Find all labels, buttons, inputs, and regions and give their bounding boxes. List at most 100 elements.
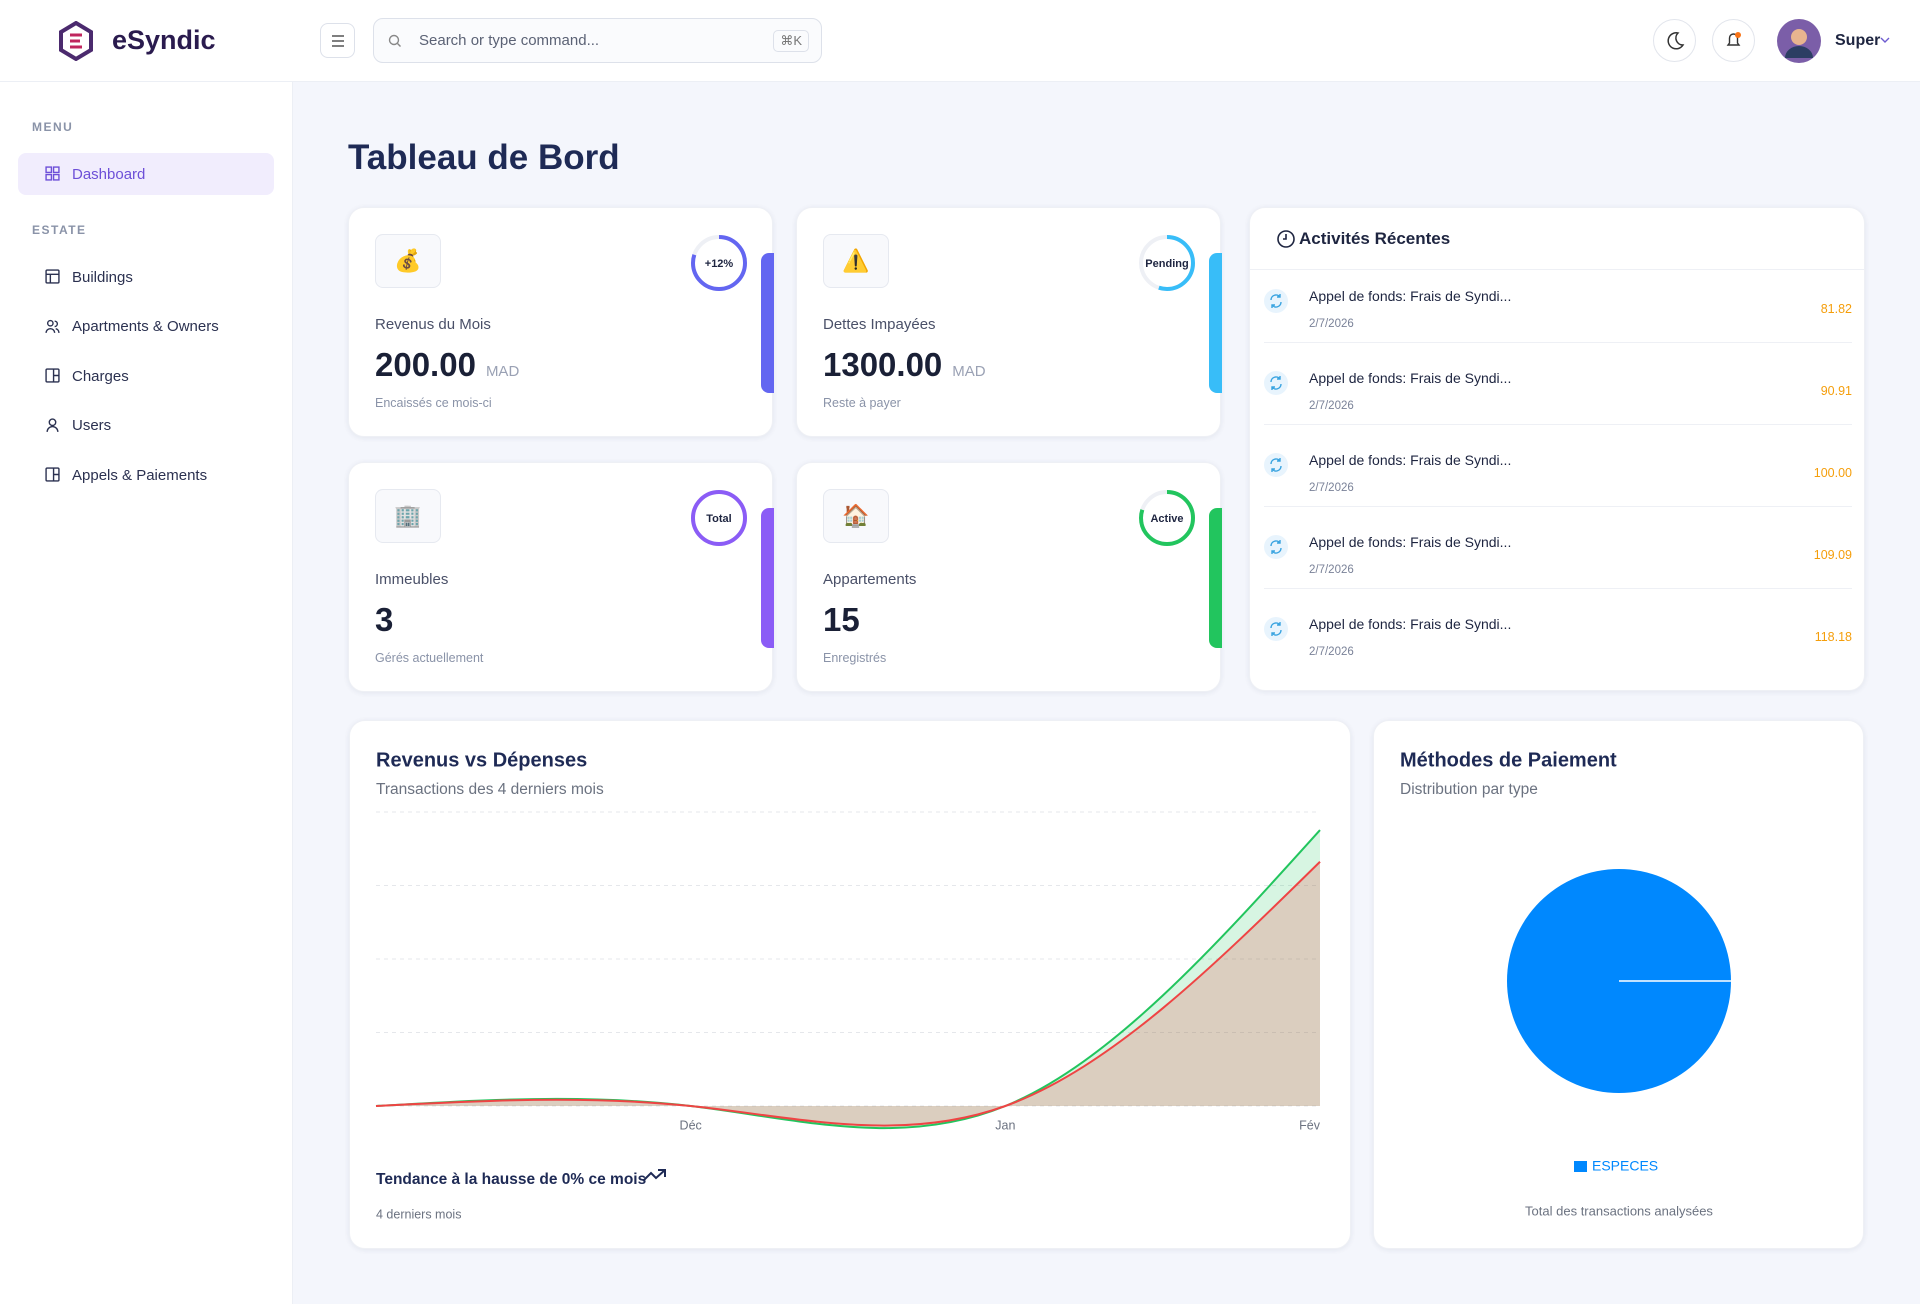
activity-date: 2/7/2026 xyxy=(1309,400,1354,412)
x-tick-label: Déc xyxy=(680,1118,702,1132)
nav-item[interactable]: Apartments & Owners xyxy=(18,306,274,348)
clock-icon xyxy=(1277,230,1295,248)
nav-label: Appels & Paiements xyxy=(72,466,208,484)
icon-bg xyxy=(1264,617,1288,641)
stat-note: Gérés actuellement xyxy=(375,651,484,665)
activity-amount: 100.00 xyxy=(1813,466,1852,480)
sidebar: eSyndic MENU Dashboard ESTATE Buildings Apar… xyxy=(0,0,293,1304)
activity-date: 2/7/2026 xyxy=(1309,482,1354,494)
stat-label: Immeubles xyxy=(375,571,449,588)
series-line xyxy=(375,861,1321,1127)
nav-item[interactable]: Appels & Paiements xyxy=(18,454,274,496)
x-tick-label: Jan xyxy=(995,1118,1015,1132)
activity-title: Appel de fonds: Frais de Syndi... xyxy=(1309,616,1512,632)
stat-value-row: 15 xyxy=(823,601,860,639)
section-title: MENU xyxy=(32,120,74,134)
menu-icon xyxy=(332,35,344,47)
activity-title: Appel de fonds: Frais de Syndi... xyxy=(1309,370,1512,386)
chart-title: Revenus vs Dépenses xyxy=(376,749,587,771)
activity-icon xyxy=(1264,617,1288,641)
nav-icon xyxy=(45,269,60,284)
stat-icon: 🏢 xyxy=(375,489,441,543)
stat-value: 200.00 xyxy=(375,346,476,383)
notifications[interactable] xyxy=(1712,19,1755,62)
icon-bg xyxy=(1264,453,1288,477)
chart-footnote: 4 derniers mois xyxy=(376,1207,461,1221)
stat-label: Revenus du Mois xyxy=(375,316,491,333)
area-chart: Revenus vs Dépenses Transactions des 4 d… xyxy=(375,749,1321,1221)
ring-arc xyxy=(1139,235,1195,291)
stat-card: 🏢 Immeubles 3 Gérés actuellement Total xyxy=(348,462,774,692)
activity-icon xyxy=(1264,453,1288,477)
activity-title: Appel de fonds: Frais de Syndi... xyxy=(1309,288,1512,304)
badge-ring: Active xyxy=(1139,490,1195,546)
badge-text: Total xyxy=(706,513,731,525)
stat-unit: MAD xyxy=(952,363,986,380)
activity-icon xyxy=(1264,535,1288,559)
nav-item[interactable]: Dashboard xyxy=(18,153,274,195)
stat-value-row: 3 xyxy=(375,601,393,639)
avatar[interactable] xyxy=(1776,18,1822,64)
bell-icon xyxy=(1726,32,1741,46)
ring-arc xyxy=(1139,490,1195,546)
chart-card: Revenus vs Dépenses Transactions des 4 d… xyxy=(349,720,1351,1249)
activity-card: Activités Récentes Appel de fonds: Frais… xyxy=(1249,207,1865,691)
nav-icon xyxy=(45,467,60,482)
icon-arrows xyxy=(1270,294,1282,308)
icon-arrows xyxy=(1270,458,1282,472)
ring-arc xyxy=(691,235,747,291)
moon-icon xyxy=(1667,32,1685,50)
topbar: Search or type command... ⌘K Super xyxy=(293,0,1920,82)
accent-bar xyxy=(1209,253,1222,393)
stat-icon: 💰 xyxy=(375,234,441,288)
nav-icon xyxy=(45,166,60,181)
activity-amount: 118.18 xyxy=(1814,630,1852,644)
theme-toggle[interactable] xyxy=(1653,19,1696,62)
activity-amount: 109.09 xyxy=(1813,548,1852,562)
stat-value-row: 200.00 MAD xyxy=(375,346,519,384)
activity-amount: 90.91 xyxy=(1820,384,1852,398)
menu-toggle[interactable] xyxy=(320,23,355,58)
brand-name: eSyndic xyxy=(112,25,216,55)
stat-value: 3 xyxy=(375,601,394,638)
activity-amount: 81.82 xyxy=(1820,302,1852,316)
search-box[interactable]: Search or type command... ⌘K xyxy=(373,18,822,63)
x-tick-label: Fév xyxy=(1299,1118,1321,1132)
section-title: ESTATE xyxy=(32,223,87,237)
area-fill xyxy=(376,830,1320,1129)
stat-value: 15 xyxy=(823,601,860,638)
icon-bg xyxy=(1264,535,1288,559)
brand[interactable]: eSyndic xyxy=(0,0,293,82)
trend-text: Tendance à la hausse de 0% ce mois xyxy=(376,1171,646,1188)
divider xyxy=(1250,269,1864,270)
accent-bar xyxy=(761,508,774,648)
stat-note: Reste à payer xyxy=(823,396,901,410)
nav-item[interactable]: Charges xyxy=(18,355,274,397)
stat-card: 🏠 Appartements 15 Enregistrés Active xyxy=(796,462,1222,692)
chart-subtitle: Transactions des 4 derniers mois xyxy=(376,781,604,798)
icon-bg xyxy=(1264,289,1288,313)
nav-icon xyxy=(45,368,60,383)
pie-card: Méthodes de Paiement Distribution par ty… xyxy=(1373,720,1864,1249)
nav-icon xyxy=(45,319,60,333)
legend-label: ESPECES xyxy=(1592,1158,1658,1174)
stat-value: 1300.00 xyxy=(823,346,943,383)
badge-ring: Pending xyxy=(1139,235,1195,291)
badge-text: Active xyxy=(1150,513,1183,525)
nav-item[interactable]: Users xyxy=(18,405,274,447)
activity-title: Appel de fonds: Frais de Syndi... xyxy=(1309,452,1512,468)
pie-chart: Méthodes de Paiement Distribution par ty… xyxy=(1400,749,1731,1218)
nav-icon xyxy=(46,417,59,432)
chart-title: Méthodes de Paiement xyxy=(1400,749,1617,771)
stat-icon: ⚠️ xyxy=(823,234,889,288)
nav-item[interactable]: Buildings xyxy=(18,256,274,298)
icon-bg xyxy=(1264,371,1288,395)
activity-date: 2/7/2026 xyxy=(1309,318,1354,330)
badge-ring: +12% xyxy=(691,235,747,291)
shortcut: ⌘K xyxy=(773,30,809,52)
user-name[interactable]: Super xyxy=(1835,32,1881,49)
stat-card: 💰 Revenus du Mois 200.00 MAD Encaissés ce mo… xyxy=(348,207,774,437)
activity-date: 2/7/2026 xyxy=(1309,564,1354,576)
